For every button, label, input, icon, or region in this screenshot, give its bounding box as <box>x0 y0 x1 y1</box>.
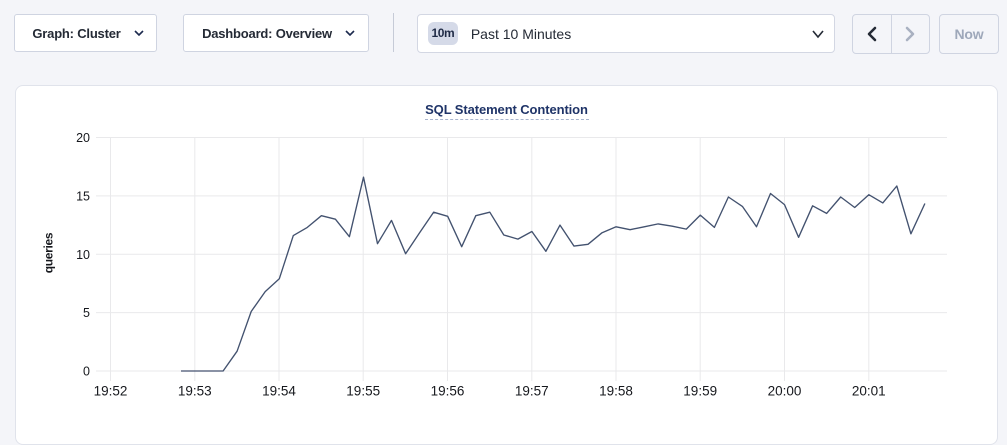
svg-text:19:54: 19:54 <box>262 384 296 399</box>
svg-text:15: 15 <box>76 189 90 203</box>
svg-text:19:59: 19:59 <box>683 384 717 399</box>
svg-text:19:55: 19:55 <box>346 384 380 399</box>
svg-text:19:57: 19:57 <box>515 384 549 399</box>
svg-text:10: 10 <box>76 248 90 262</box>
svg-text:19:53: 19:53 <box>178 384 212 399</box>
svg-text:20:01: 20:01 <box>852 384 886 399</box>
svg-text:queries: queries <box>42 232 56 273</box>
svg-text:19:52: 19:52 <box>94 384 128 399</box>
svg-text:19:56: 19:56 <box>431 384 465 399</box>
svg-text:19:58: 19:58 <box>599 384 633 399</box>
svg-text:20:00: 20:00 <box>768 384 802 399</box>
svg-text:5: 5 <box>83 306 90 320</box>
svg-text:0: 0 <box>83 365 90 379</box>
svg-text:20: 20 <box>76 131 90 145</box>
